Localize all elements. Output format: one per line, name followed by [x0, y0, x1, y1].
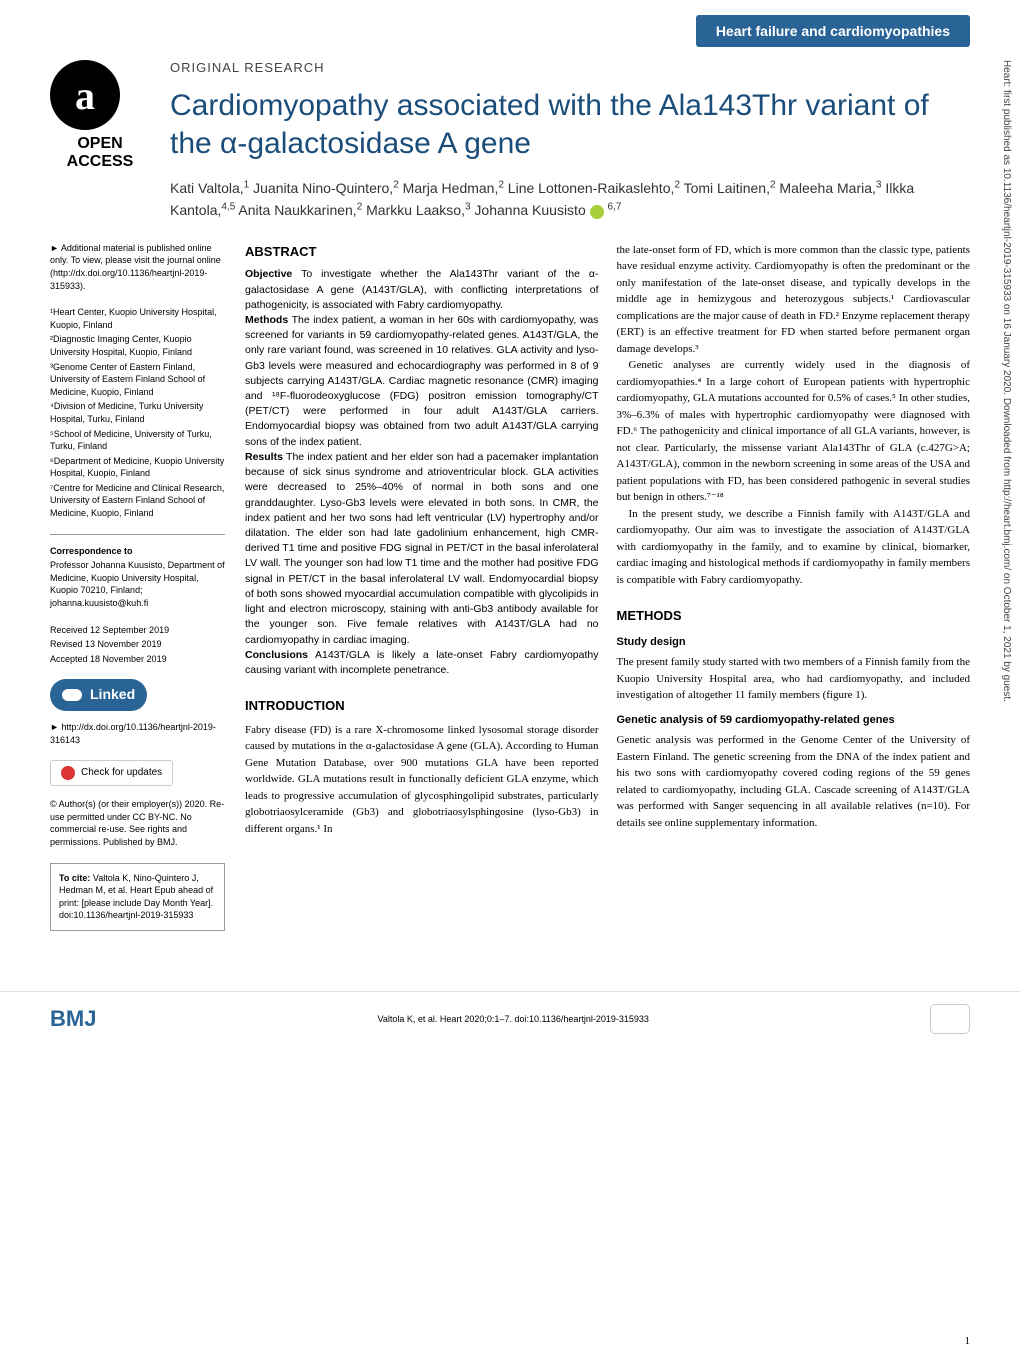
date-item: Received 12 September 2019: [50, 624, 225, 637]
genes-heading: Genetic analysis of 59 cardiomyopathy-re…: [617, 712, 971, 729]
abstract-methods: The index patient, a woman in her 60s wi…: [245, 314, 599, 448]
study-design-body: The present family study started with tw…: [617, 654, 971, 704]
intro-p2: the late-onset form of FD, which is more…: [617, 242, 971, 358]
abstract-methods-label: Methods: [245, 314, 288, 326]
linked-label: Linked: [90, 685, 135, 705]
open-access-label: OPEN ACCESS: [50, 135, 150, 171]
open-access-icon: a: [50, 60, 120, 130]
methods-heading: METHODS: [617, 606, 971, 626]
sidebar: ► Additional material is published onlin…: [50, 242, 225, 931]
date-item: Accepted 18 November 2019: [50, 653, 225, 666]
page-number: 1: [965, 1335, 971, 1347]
affiliation-item: ⁴Division of Medicine, Turku University …: [50, 400, 225, 425]
study-design-heading: Study design: [617, 634, 971, 651]
abstract-conclusions-label: Conclusions: [245, 649, 308, 661]
link-icon: [62, 689, 82, 701]
manuscript-dates: Received 12 September 2019Revised 13 Nov…: [50, 624, 225, 666]
intro-p3: Genetic analyses are currently widely us…: [617, 357, 971, 506]
author-list: Kati Valtola,1 Juanita Nino-Quintero,2 M…: [170, 177, 970, 222]
abstract-objective: To investigate whether the Ala143Thr var…: [245, 268, 599, 310]
section-badge: Heart failure and cardiomyopathies: [696, 15, 970, 47]
abstract-results-label: Results: [245, 451, 283, 463]
intro-heading: INTRODUCTION: [245, 696, 599, 716]
affiliations: ¹Heart Center, Kuopio University Hospita…: [50, 306, 225, 520]
column-1: ABSTRACT Objective To investigate whethe…: [245, 242, 599, 931]
column-2: the late-onset form of FD, which is more…: [617, 242, 971, 931]
citation-box: To cite: Valtola K, Nino-Quintero J, Hed…: [50, 863, 225, 931]
margin-citation: Heart: first published as 10.1136/heartj…: [1001, 60, 1012, 702]
affiliation-item: ²Diagnostic Imaging Center, Kuopio Unive…: [50, 333, 225, 358]
affiliation-item: ¹Heart Center, Kuopio University Hospita…: [50, 306, 225, 331]
footer-citation: Valtola K, et al. Heart 2020;0:1–7. doi:…: [378, 1014, 649, 1024]
abstract-objective-label: Objective: [245, 268, 292, 280]
date-item: Revised 13 November 2019: [50, 638, 225, 651]
check-updates-button[interactable]: Check for updates: [50, 760, 173, 786]
crossmark-icon: [61, 766, 75, 780]
affiliation-item: ⁶Department of Medicine, Kuopio Universi…: [50, 455, 225, 480]
abstract-results: The index patient and her elder son had …: [245, 451, 599, 646]
linked-doi[interactable]: ► http://dx.doi.org/10.1136/heartjnl-201…: [50, 721, 225, 746]
intro-p1: Fabry disease (FD) is a rare X-chromosom…: [245, 722, 599, 838]
cite-label: To cite:: [59, 873, 90, 883]
copyright-notice: © Author(s) (or their employer(s)) 2020.…: [50, 798, 225, 848]
affiliation-item: ³Genome Center of Eastern Finland, Unive…: [50, 361, 225, 399]
correspondence-body: Professor Johanna Kuusisto, Department o…: [50, 559, 225, 609]
page-footer: BMJ Valtola K, et al. Heart 2020;0:1–7. …: [0, 991, 1020, 1046]
genes-body: Genetic analysis was performed in the Ge…: [617, 732, 971, 831]
bmj-logo: BMJ: [50, 1006, 96, 1032]
supplement-note: ► Additional material is published onlin…: [50, 242, 225, 292]
article-type: ORIGINAL RESEARCH: [170, 60, 970, 75]
affiliation-item: ⁷Centre for Medicine and Clinical Resear…: [50, 482, 225, 520]
intro-p4: In the present study, we describe a Finn…: [617, 506, 971, 589]
society-badge-icon: [930, 1004, 970, 1034]
affiliation-item: ⁵School of Medicine, University of Turku…: [50, 428, 225, 453]
linked-badge[interactable]: Linked: [50, 679, 147, 711]
article-title: Cardiomyopathy associated with the Ala14…: [170, 87, 970, 162]
correspondence-heading: Correspondence to: [50, 545, 225, 558]
open-access-badge: a OPEN ACCESS: [50, 60, 150, 222]
check-updates-label: Check for updates: [81, 766, 162, 780]
abstract-heading: ABSTRACT: [245, 242, 599, 262]
